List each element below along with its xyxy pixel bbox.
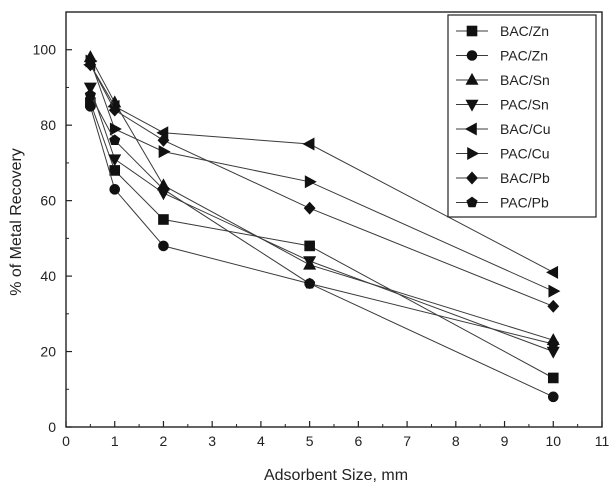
x-tick-label: 3 bbox=[208, 433, 216, 449]
data-point-bac-zn bbox=[304, 240, 315, 252]
data-point-pac-sn bbox=[83, 82, 97, 95]
data-point-pac-cu bbox=[158, 145, 171, 159]
series-bac-pb bbox=[84, 58, 560, 313]
data-point-pac-zn bbox=[109, 184, 121, 195]
x-tick-label: 10 bbox=[545, 433, 561, 449]
legend: BAC/Zn PAC/Zn BAC/Sn PAC/Sn BAC/Cu PAC/Cu BAC/… bbox=[447, 14, 597, 218]
legend-label-pac-pb: PAC/Pb bbox=[500, 195, 549, 211]
data-point-bac-pb bbox=[303, 201, 316, 215]
legend-item-bac-sn: BAC/Sn bbox=[456, 72, 550, 88]
data-point-bac-pb bbox=[547, 299, 560, 313]
y-tick-label: 80 bbox=[40, 117, 56, 133]
data-point-pac-cu bbox=[109, 122, 122, 136]
data-point-pac-sn bbox=[303, 256, 317, 269]
x-tick-label: 2 bbox=[160, 433, 168, 449]
data-point-bac-zn bbox=[547, 372, 559, 384]
series-pac-pb bbox=[84, 89, 559, 349]
data-point-pac-sn bbox=[108, 154, 122, 167]
legend-item-pac-sn: PAC/Sn bbox=[456, 97, 549, 113]
series-pac-zn bbox=[85, 101, 559, 403]
x-tick-label: 9 bbox=[501, 433, 509, 449]
legend-marker-pac-pb bbox=[466, 196, 478, 208]
data-point-pac-pb bbox=[109, 134, 121, 146]
legend-marker-bac-pb bbox=[466, 171, 478, 185]
data-point-pac-pb bbox=[547, 338, 559, 349]
y-tick-label: 60 bbox=[40, 193, 56, 209]
x-tick-label: 4 bbox=[257, 433, 265, 449]
legend-marker-bac-sn bbox=[465, 72, 479, 85]
data-point-bac-pb bbox=[84, 58, 97, 72]
x-tick-label: 5 bbox=[306, 433, 314, 449]
data-point-pac-pb bbox=[304, 277, 316, 289]
legend-label-bac-zn: BAC/Zn bbox=[500, 23, 549, 39]
data-point-pac-zn bbox=[85, 101, 96, 112]
legend-item-pac-pb: PAC/Pb bbox=[456, 195, 549, 211]
x-tick-label: 1 bbox=[111, 433, 119, 449]
x-tick-label: 7 bbox=[403, 433, 411, 449]
data-point-bac-pb bbox=[108, 103, 121, 117]
legend-item-bac-cu: BAC/Cu bbox=[456, 121, 551, 137]
legend-label-bac-cu: BAC/Cu bbox=[500, 121, 551, 137]
data-point-bac-cu bbox=[302, 137, 315, 151]
legend-label-bac-pb: BAC/Pb bbox=[500, 170, 550, 186]
x-tick-label: 11 bbox=[595, 433, 610, 449]
legend-marker-pac-zn bbox=[466, 50, 478, 61]
legend-label-bac-sn: BAC/Sn bbox=[500, 72, 550, 88]
data-point-bac-cu bbox=[546, 265, 559, 279]
data-point-pac-pb bbox=[84, 89, 96, 100]
legend-box bbox=[447, 14, 597, 218]
data-point-pac-zn bbox=[547, 391, 559, 403]
data-point-pac-cu bbox=[548, 284, 561, 298]
x-axis-title: Adsorbent Size, mm bbox=[264, 467, 408, 484]
legend-item-bac-pb: BAC/Pb bbox=[456, 170, 550, 186]
legend-label-pac-sn: PAC/Sn bbox=[500, 97, 549, 113]
data-point-pac-pb bbox=[157, 183, 170, 195]
legend-marker-pac-sn bbox=[465, 99, 479, 112]
x-tick-label: 6 bbox=[354, 433, 362, 449]
legend-marker-bac-zn bbox=[466, 25, 478, 37]
y-tick-label: 0 bbox=[48, 419, 56, 435]
data-point-pac-zn bbox=[158, 240, 169, 252]
series-layer bbox=[83, 50, 561, 403]
y-tick-label: 40 bbox=[40, 268, 56, 284]
axes-layer: 0 1 2 3 4 5 6 7 8 9 10 11 0 20 40 60 80 100 bbox=[33, 11, 610, 449]
data-point-pac-cu bbox=[304, 175, 317, 189]
legend-marker-bac-cu bbox=[464, 122, 477, 136]
legend-item-pac-zn: PAC/Zn bbox=[456, 48, 548, 64]
y-tick-label: 20 bbox=[40, 344, 56, 360]
legend-label-pac-cu: PAC/Cu bbox=[500, 146, 550, 162]
y-tick-label: 100 bbox=[33, 42, 57, 58]
legend-marker-pac-cu bbox=[467, 146, 480, 161]
x-tick-label: 0 bbox=[62, 433, 70, 449]
legend-item-bac-zn: BAC/Zn bbox=[456, 23, 549, 39]
data-point-bac-pb bbox=[157, 133, 170, 147]
legend-item-pac-cu: PAC/Cu bbox=[456, 146, 550, 162]
y-axis-title: % of Metal Recovery bbox=[8, 148, 25, 296]
data-point-bac-zn bbox=[109, 165, 121, 176]
x-tick-label: 8 bbox=[452, 433, 460, 449]
data-point-bac-zn bbox=[158, 214, 169, 225]
legend-label-pac-zn: PAC/Zn bbox=[500, 48, 548, 64]
